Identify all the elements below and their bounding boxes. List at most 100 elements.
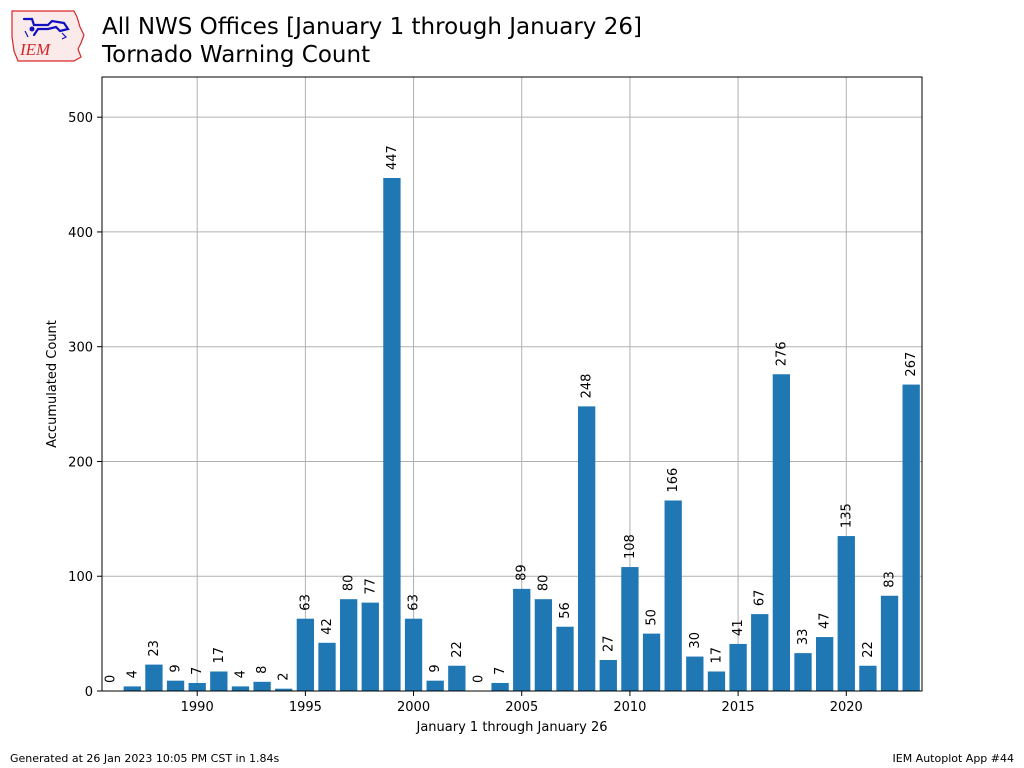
bar bbox=[880, 595, 899, 691]
bar bbox=[145, 664, 163, 691]
autoplot-app-id: IEM Autoplot App #44 bbox=[892, 752, 1015, 765]
bar bbox=[361, 602, 379, 691]
bar bbox=[902, 384, 920, 691]
bar bbox=[621, 567, 639, 691]
bar-value-label: 267 bbox=[904, 352, 919, 377]
bar bbox=[751, 614, 769, 691]
bar bbox=[642, 633, 661, 691]
bar bbox=[318, 642, 336, 691]
bar-value-label: 0 bbox=[471, 675, 486, 683]
bar bbox=[426, 680, 444, 691]
bar-value-label: 7 bbox=[190, 667, 205, 675]
chart-title-line1: All NWS Offices [January 1 through Janua… bbox=[102, 14, 642, 40]
bar-value-label: 50 bbox=[645, 609, 660, 626]
chart-title-line2: Tornado Warning Count bbox=[102, 42, 371, 68]
bar bbox=[253, 681, 271, 691]
bar-value-label: 9 bbox=[428, 664, 443, 672]
bar bbox=[729, 643, 747, 691]
bar-value-label: 27 bbox=[601, 635, 616, 652]
bar bbox=[513, 588, 531, 691]
bar-value-label: 63 bbox=[407, 594, 422, 611]
bar bbox=[815, 637, 834, 691]
bar-value-label: 4 bbox=[125, 670, 140, 678]
bar-value-label: 56 bbox=[558, 602, 573, 619]
bar-value-label: 80 bbox=[342, 575, 357, 592]
bar-value-label: 4 bbox=[233, 670, 248, 678]
y-tick-label: 0 bbox=[85, 685, 93, 700]
bar-value-label: 41 bbox=[731, 619, 746, 636]
generated-timestamp: Generated at 26 Jan 2023 10:05 PM CST in… bbox=[10, 752, 280, 765]
bar bbox=[296, 618, 315, 691]
bar bbox=[166, 680, 185, 691]
y-tick-label: 100 bbox=[68, 570, 93, 585]
bar bbox=[686, 656, 704, 691]
bar bbox=[794, 653, 812, 691]
bar-value-label: 77 bbox=[363, 578, 378, 595]
bar-value-label: 108 bbox=[623, 534, 638, 559]
bar bbox=[556, 626, 574, 691]
bar bbox=[772, 374, 791, 691]
bar bbox=[188, 682, 206, 691]
bar bbox=[599, 660, 617, 691]
bar-value-label: 166 bbox=[666, 468, 681, 493]
bar bbox=[859, 665, 877, 691]
grid-lines bbox=[102, 77, 922, 692]
plot-frame bbox=[101, 76, 923, 692]
y-axis-label: Accumulated Count bbox=[45, 320, 60, 448]
bar-value-label: 89 bbox=[515, 564, 530, 581]
bar-value-label: 7 bbox=[493, 667, 508, 675]
bar-value-label: 447 bbox=[385, 145, 400, 170]
bar-value-label: 135 bbox=[839, 503, 854, 528]
bar-value-label: 30 bbox=[688, 632, 703, 649]
axis-ticks: 1990 1995 2000 2005 2010 2015 2020010020030040… bbox=[68, 111, 863, 715]
bar-value-label: 47 bbox=[818, 613, 833, 630]
bar bbox=[837, 536, 855, 691]
x-tick-label: 1995 bbox=[289, 700, 322, 715]
bar bbox=[404, 618, 423, 691]
x-tick-label: 2005 bbox=[505, 700, 538, 715]
bar-value-label: 63 bbox=[298, 594, 313, 611]
bar-value-label: 276 bbox=[774, 341, 789, 366]
bar bbox=[231, 686, 250, 691]
bar-value-label: 248 bbox=[580, 374, 595, 399]
y-tick-label: 300 bbox=[68, 341, 93, 356]
bar bbox=[534, 599, 553, 691]
bar-value-label: 17 bbox=[709, 647, 724, 664]
x-axis-label: January 1 through January 26 bbox=[416, 720, 608, 735]
bar bbox=[123, 686, 141, 691]
bar bbox=[707, 671, 726, 691]
x-tick-label: 2000 bbox=[397, 700, 430, 715]
y-tick-label: 500 bbox=[68, 111, 93, 126]
bar-value-label: 42 bbox=[320, 618, 335, 635]
iem-logo-icon: IEM bbox=[11, 10, 85, 62]
bar-value-label: 17 bbox=[212, 647, 227, 664]
x-tick-label: 2020 bbox=[830, 700, 863, 715]
logo-text: IEM bbox=[19, 40, 51, 59]
bar-value-label: 83 bbox=[883, 571, 898, 588]
bar-value-label: 67 bbox=[753, 590, 768, 607]
bars bbox=[123, 177, 920, 692]
bar bbox=[448, 665, 466, 691]
y-tick-label: 400 bbox=[68, 226, 93, 241]
bar bbox=[491, 682, 509, 691]
y-tick-label: 200 bbox=[68, 455, 93, 470]
bar bbox=[383, 177, 401, 692]
x-tick-label: 2010 bbox=[613, 700, 646, 715]
bar-value-label: 8 bbox=[255, 666, 270, 674]
bar-value-label: 22 bbox=[450, 641, 465, 658]
bar bbox=[577, 406, 596, 691]
bar-value-label: 23 bbox=[147, 640, 162, 657]
bar bbox=[210, 671, 228, 691]
bar bbox=[275, 688, 293, 691]
x-tick-label: 2015 bbox=[722, 700, 755, 715]
bar bbox=[664, 500, 682, 691]
bar bbox=[339, 599, 358, 691]
bar-value-label: 80 bbox=[536, 575, 551, 592]
bar-value-label: 33 bbox=[796, 629, 811, 646]
x-tick-label: 1990 bbox=[181, 700, 214, 715]
bar-value-label: 22 bbox=[861, 641, 876, 658]
bar-value-label: 9 bbox=[169, 664, 184, 672]
bar-value-label: 0 bbox=[104, 675, 119, 683]
